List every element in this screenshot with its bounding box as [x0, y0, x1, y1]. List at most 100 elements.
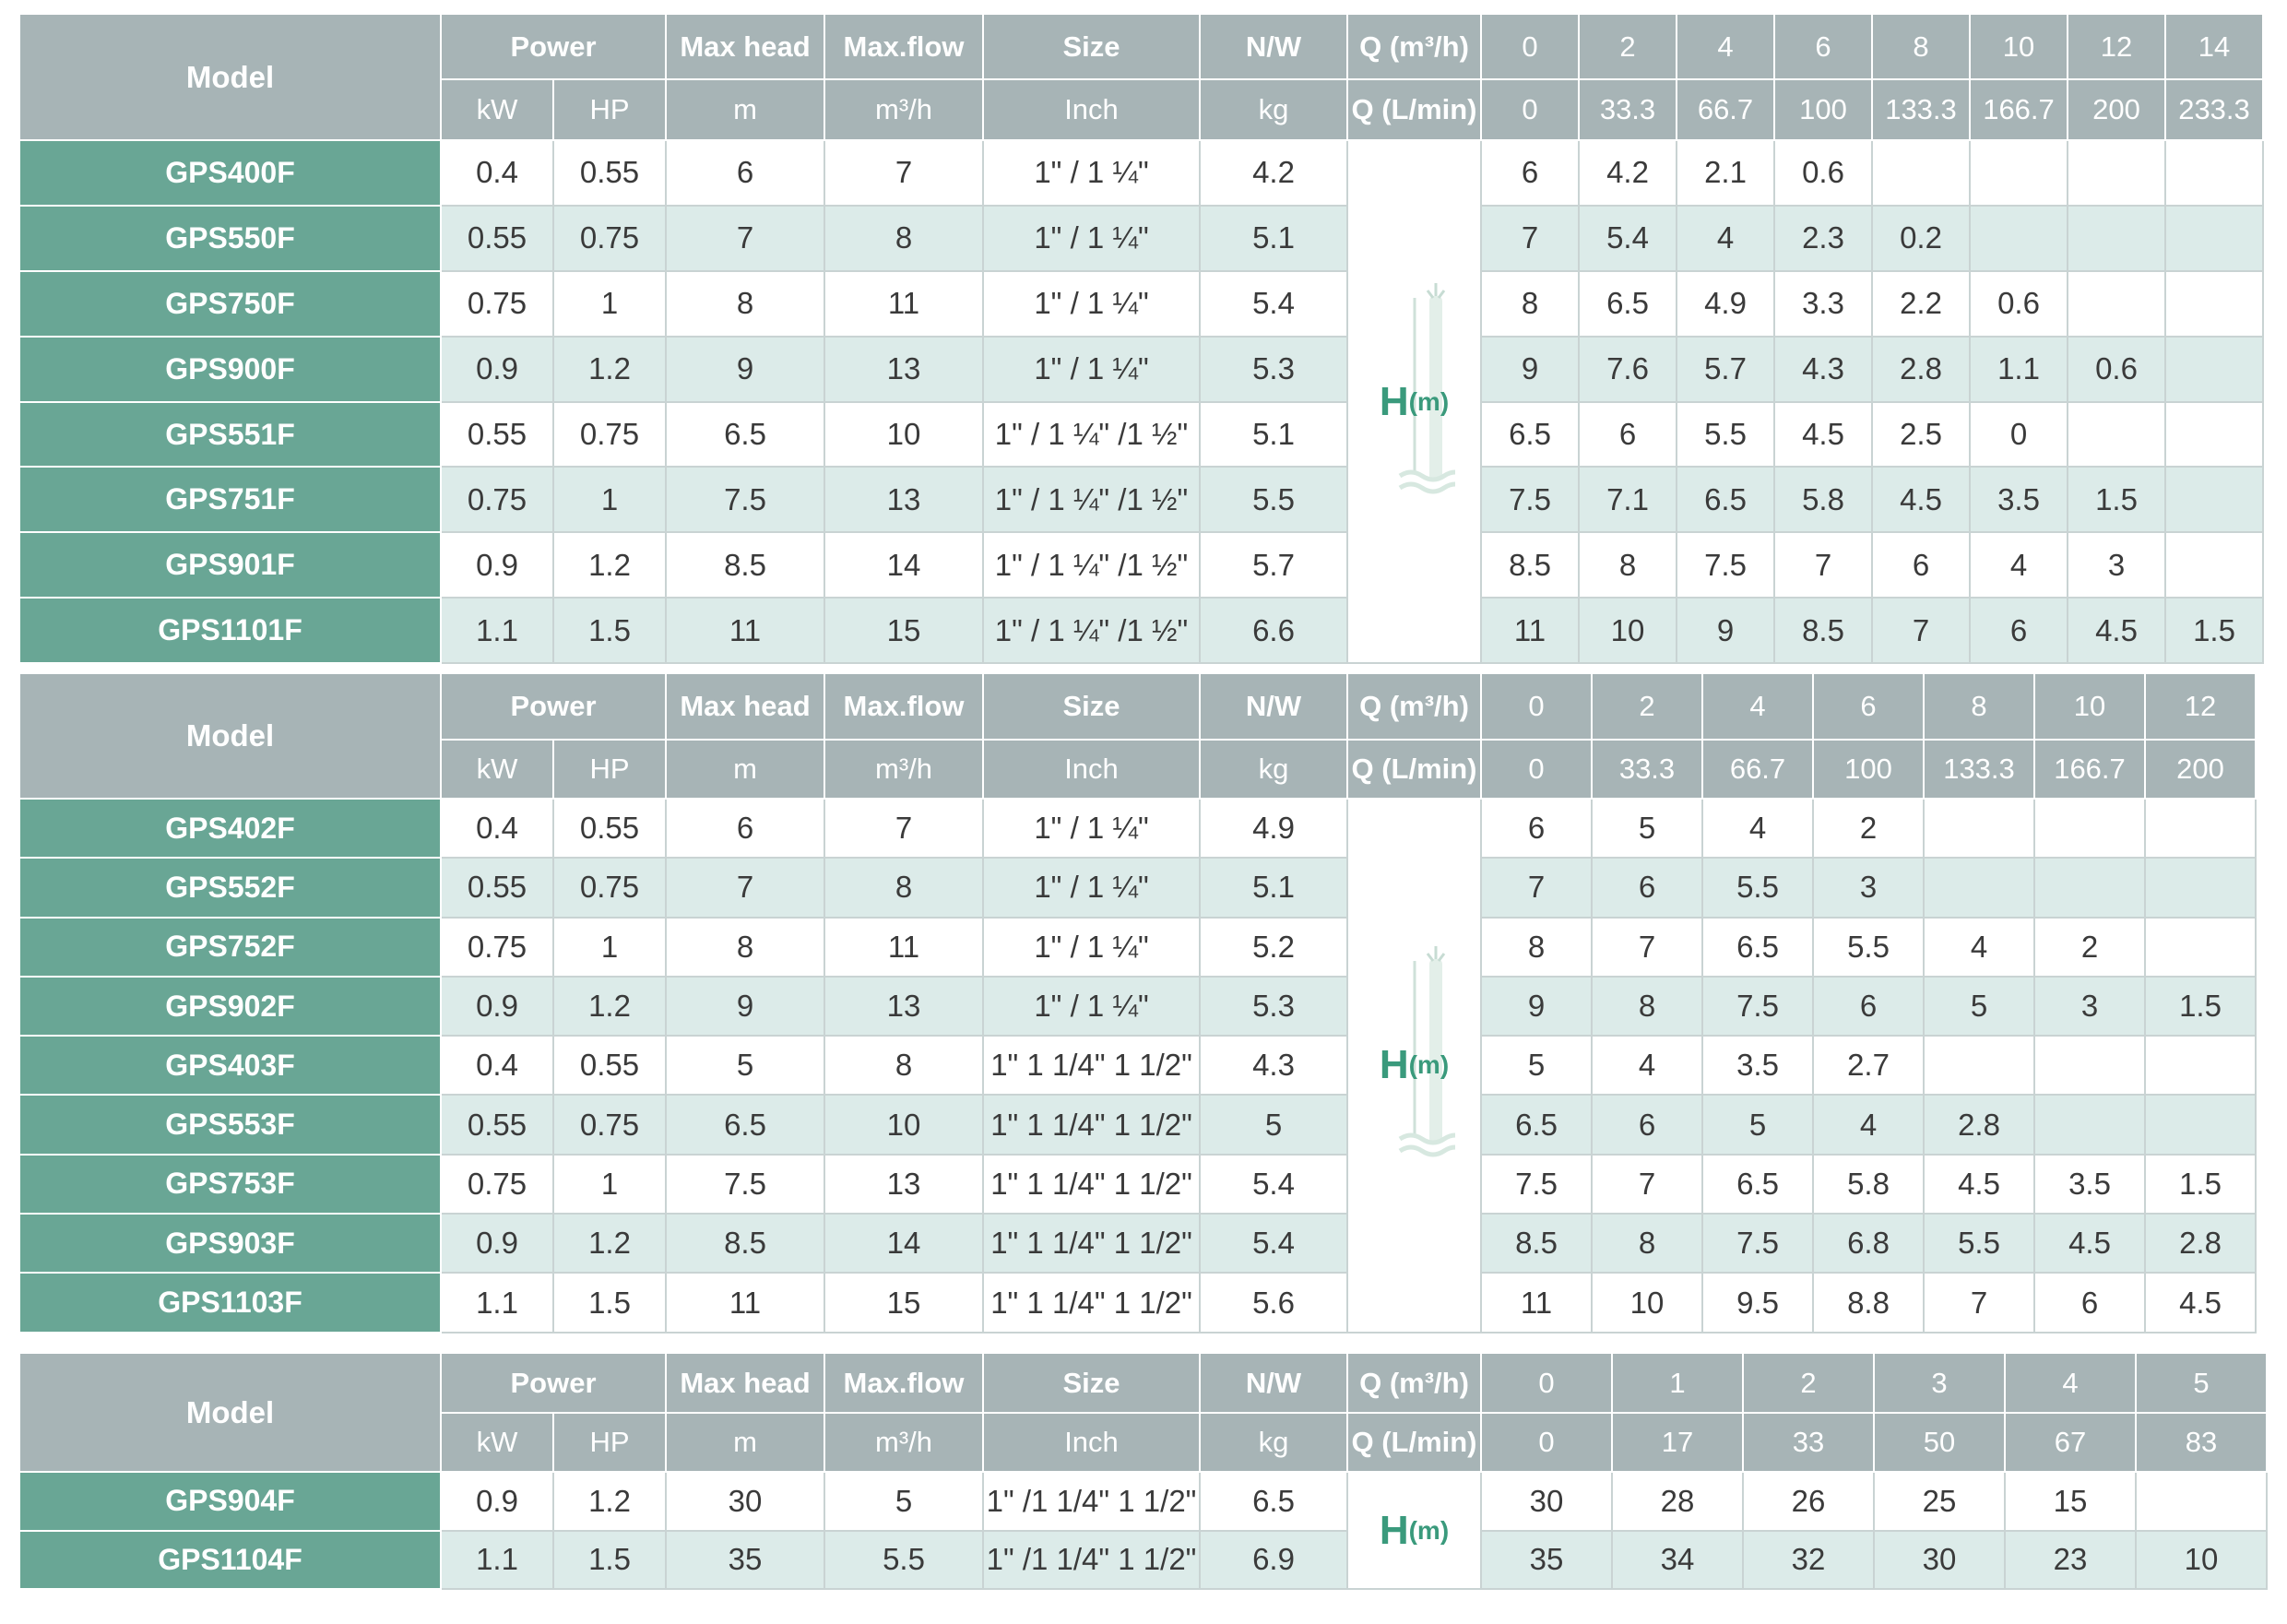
power-kw: 0.4 — [441, 140, 554, 207]
flow-lmin-value: 33 — [1743, 1413, 1875, 1473]
flow-m3h-value: 0 — [1481, 15, 1580, 80]
m3h-unit-header: m³/h — [824, 79, 984, 141]
head-value — [2145, 1095, 2257, 1156]
head-label: H (m) — [1380, 946, 1455, 1157]
head-value: 7 — [1592, 1154, 1703, 1215]
model-name: GPS1103F — [20, 1273, 442, 1334]
max-head: 8.5 — [666, 532, 825, 599]
head-value: 5 — [1702, 1095, 1814, 1156]
flow-lmin-value: 66.7 — [1702, 740, 1814, 800]
flow-m3h-value: 0 — [1481, 674, 1593, 741]
head-value: 4.5 — [2145, 1273, 2257, 1334]
max-head: 5 — [666, 1036, 825, 1096]
head-value: 9 — [1677, 598, 1775, 665]
head-value: 4.5 — [2034, 1214, 2146, 1274]
power-kw: 0.75 — [441, 1154, 554, 1215]
power-kw: 1.1 — [441, 1273, 554, 1334]
head-value — [2145, 799, 2257, 859]
head-value: 4.5 — [1774, 401, 1873, 468]
flow-lmin-value: 0 — [1481, 740, 1593, 800]
head-value: 6.5 — [1702, 1154, 1814, 1215]
head-value: 6 — [1813, 976, 1925, 1037]
head-value: 7.1 — [1579, 467, 1677, 534]
table-row: GPS1101F 1.1 1.5 11 15 1" / 1 ¼" /1 ½" 6.6 11 10… — [20, 598, 2264, 665]
pipe-size: 1" 1 1/4" 1 1/2" — [983, 1214, 1201, 1274]
head-value: 11 — [1481, 1273, 1593, 1334]
head-value — [2165, 467, 2264, 534]
max-flow: 11 — [824, 270, 984, 338]
table-row: GPS751F 0.75 1 7.5 13 1" / 1 ¼" /1 ½" 5.5 7.5 7.… — [20, 467, 2264, 534]
head-value: 0.6 — [2068, 336, 2166, 403]
power-header: Power — [441, 15, 667, 80]
model-name: GPS402F — [20, 799, 442, 859]
kg-unit-header: kg — [1200, 79, 1348, 141]
head-value: 32 — [1743, 1530, 1875, 1590]
flow-m3h-value: 8 — [1872, 15, 1971, 80]
max-flow: 15 — [824, 598, 984, 665]
head-value: 10 — [1592, 1273, 1703, 1334]
head-value: 2 — [1813, 799, 1925, 859]
max-head: 6 — [666, 140, 825, 207]
net-weight: 5.1 — [1200, 205, 1348, 272]
model-name: GPS904F — [20, 1472, 442, 1532]
head-value: 1.5 — [2165, 598, 2264, 665]
table-row: GPS900F 0.9 1.2 9 13 1" / 1 ¼" 5.3 9 7.6 5.7 4.3 2.… — [20, 336, 2264, 403]
power-header: Power — [441, 1354, 667, 1414]
power-kw: 0.55 — [441, 858, 554, 919]
head-value: 7.5 — [1702, 1214, 1814, 1274]
power-hp: 1.2 — [553, 532, 667, 599]
power-hp: 0.55 — [553, 799, 667, 859]
head-value: 9 — [1481, 976, 1593, 1037]
flow-m3h-header: Q (m³/h) — [1347, 1354, 1482, 1414]
max-head: 7.5 — [666, 1154, 825, 1215]
kw-unit-header: kW — [441, 740, 554, 800]
power-hp: 0.55 — [553, 140, 667, 207]
head-value: 3 — [1813, 858, 1925, 919]
head-value: 7 — [1774, 532, 1873, 599]
table-row: GPS552F 0.55 0.75 7 8 1" / 1 ¼" 5.1 7 6 5.5 3 — [20, 858, 2257, 919]
flow-lmin-value: 67 — [2005, 1413, 2137, 1473]
head-value: 2.8 — [2145, 1214, 2257, 1274]
head-value: 34 — [1612, 1530, 1744, 1590]
head-value: 8 — [1481, 917, 1593, 978]
max-flow: 7 — [824, 799, 984, 859]
flow-lmin-value: 133.3 — [1872, 79, 1971, 141]
head-value: 0 — [1970, 401, 2068, 468]
head-value — [1970, 140, 2068, 207]
net-weight: 5.4 — [1200, 270, 1348, 338]
head-value: 8.8 — [1813, 1273, 1925, 1334]
power-hp: 1 — [553, 467, 667, 534]
head-value: 4 — [1677, 205, 1775, 272]
power-hp: 1.2 — [553, 336, 667, 403]
size-header: Size — [983, 15, 1201, 80]
m-unit-header: m — [666, 79, 825, 141]
head-value: 8.5 — [1774, 598, 1873, 665]
max-head: 7 — [666, 858, 825, 919]
head-value: 10 — [2136, 1530, 2268, 1590]
net-weight: 5.3 — [1200, 336, 1348, 403]
max-head: 30 — [666, 1472, 825, 1532]
head-value: 6.5 — [1702, 917, 1814, 978]
power-hp: 1 — [553, 917, 667, 978]
model-name: GPS900F — [20, 336, 442, 403]
pump-spec-table-2: Model Power Max head Max.flow Size N/W Q (m³/h… — [20, 674, 2257, 1334]
head-value: 6 — [2034, 1273, 2146, 1334]
net-weight: 4.2 — [1200, 140, 1348, 207]
head-value: 11 — [1481, 598, 1580, 665]
model-name: GPS552F — [20, 858, 442, 919]
max-head: 7.5 — [666, 467, 825, 534]
pump-head-icon — [1398, 946, 1455, 1157]
head-value: 5.7 — [1677, 336, 1775, 403]
pipe-size: 1" / 1 ¼" /1 ½" — [983, 532, 1201, 599]
head-value — [2068, 140, 2166, 207]
head-value — [2165, 336, 2264, 403]
head-value — [2068, 401, 2166, 468]
head-value — [1924, 799, 2035, 859]
flow-m3h-value: 14 — [2165, 15, 2264, 80]
head-label-cell: H (m) — [1347, 1472, 1482, 1590]
net-weight-header: N/W — [1200, 674, 1348, 741]
flow-m3h-value: 4 — [2005, 1354, 2137, 1414]
net-weight: 5.5 — [1200, 467, 1348, 534]
head-label-cell: H (m) — [1347, 799, 1482, 1334]
pipe-size: 1" 1 1/4" 1 1/2" — [983, 1095, 1201, 1156]
